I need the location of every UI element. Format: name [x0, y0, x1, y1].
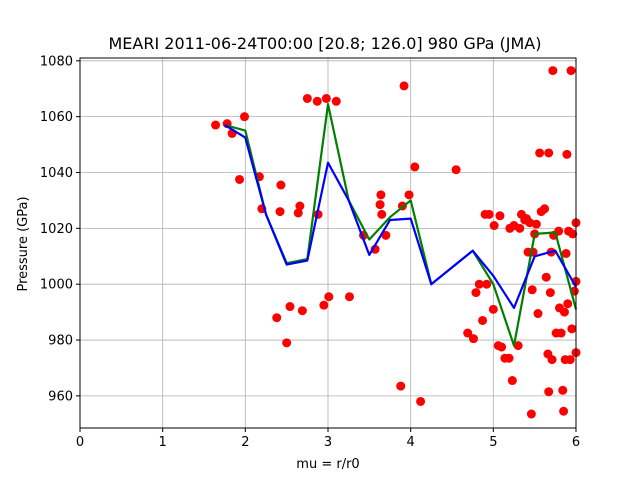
scatter-point [489, 221, 499, 231]
scatter-point [302, 93, 312, 103]
scatter-point [556, 328, 566, 338]
scatter-point [293, 208, 303, 218]
scatter-point [495, 211, 505, 221]
y-tick-label: 980 [48, 334, 73, 349]
scatter-point [331, 96, 341, 106]
scatter-point [558, 385, 568, 395]
x-tick-label: 4 [407, 435, 415, 450]
scatter-point [568, 229, 578, 239]
scatter-point [282, 338, 292, 348]
scatter-point [410, 162, 420, 172]
scatter-point [297, 306, 307, 316]
series-line [224, 102, 578, 347]
y-axis-label: Pressure (GPa) [16, 196, 31, 291]
scatter-point [488, 304, 498, 314]
scatter-point [468, 334, 478, 344]
plot-frame [79, 57, 577, 429]
scatter-point [566, 66, 576, 76]
grid [79, 58, 577, 428]
scatter-point [478, 315, 488, 325]
scatter-point [567, 324, 577, 334]
scatter-point [497, 342, 507, 352]
scatter-point [533, 309, 543, 319]
plot-area [211, 66, 581, 419]
scatter-point [344, 292, 354, 302]
scatter-point [544, 387, 554, 397]
x-axis-label: mu = r/r0 [296, 457, 359, 472]
scatter-point [240, 112, 250, 122]
scatter-point [563, 299, 573, 309]
scatter-point [275, 207, 285, 217]
scatter-point [377, 209, 387, 219]
y-tick-label: 1040 [40, 166, 73, 181]
scatter-point [544, 148, 554, 158]
scatter-point [381, 230, 391, 240]
scatter-point [531, 219, 541, 229]
series-line [224, 124, 577, 309]
scatter-point [375, 200, 385, 210]
y-axis: 960 980 1000 1020 1040 1060 1080 [40, 54, 80, 404]
scatter-point [276, 180, 286, 190]
scatter-point [321, 93, 331, 103]
scatter-point [513, 341, 523, 351]
scatter-point [504, 353, 514, 363]
x-tick-label: 6 [572, 435, 580, 450]
x-tick-label: 2 [241, 435, 249, 450]
scatter-point [559, 307, 569, 317]
scatter-point [396, 381, 406, 391]
scatter-point [451, 165, 461, 175]
scatter-point [484, 209, 494, 219]
scatter-point [211, 120, 221, 130]
scatter-point [561, 248, 571, 258]
scatter-point [547, 355, 557, 365]
y-tick-label: 1060 [40, 110, 73, 125]
scatter-point [545, 288, 555, 298]
scatter-point [540, 204, 550, 214]
scatter-point [295, 201, 305, 211]
scatter-point [376, 190, 386, 200]
scatter-point [471, 288, 481, 298]
x-tick-label: 5 [489, 435, 497, 450]
x-tick-label: 0 [76, 435, 84, 450]
scatter-point [527, 285, 537, 295]
scatter-point [285, 302, 295, 312]
scatter-point [399, 81, 409, 91]
scatter-point [541, 272, 551, 282]
scatter-point [562, 149, 572, 159]
scatter-point [482, 279, 492, 289]
chart-title: MEARI 2011-06-24T00:00 [20.8; 126.0] 980… [108, 34, 541, 53]
scatter-point [548, 66, 558, 76]
scatter-point [474, 279, 484, 289]
scatter-point [416, 396, 426, 406]
scatter-point [565, 355, 575, 365]
x-axis: 0 1 2 3 4 5 6 [76, 428, 580, 450]
scatter-point [526, 409, 536, 419]
scatter-point [312, 96, 322, 106]
y-tick-label: 1000 [40, 278, 73, 293]
x-tick-label: 3 [324, 435, 332, 450]
scatter-point [235, 174, 245, 184]
scatter-point [272, 313, 282, 323]
scatter-point [324, 292, 334, 302]
scatter-point [319, 300, 329, 310]
y-tick-label: 1020 [40, 222, 73, 237]
scatter-point [515, 223, 525, 233]
scatter-point [463, 328, 473, 338]
scatter-point [507, 376, 517, 386]
scatter-point [404, 190, 414, 200]
scatter-point [559, 406, 569, 416]
scatter-point [535, 148, 545, 158]
x-tick-label: 1 [159, 435, 167, 450]
y-tick-label: 1080 [40, 54, 73, 69]
y-tick-label: 960 [48, 389, 73, 404]
